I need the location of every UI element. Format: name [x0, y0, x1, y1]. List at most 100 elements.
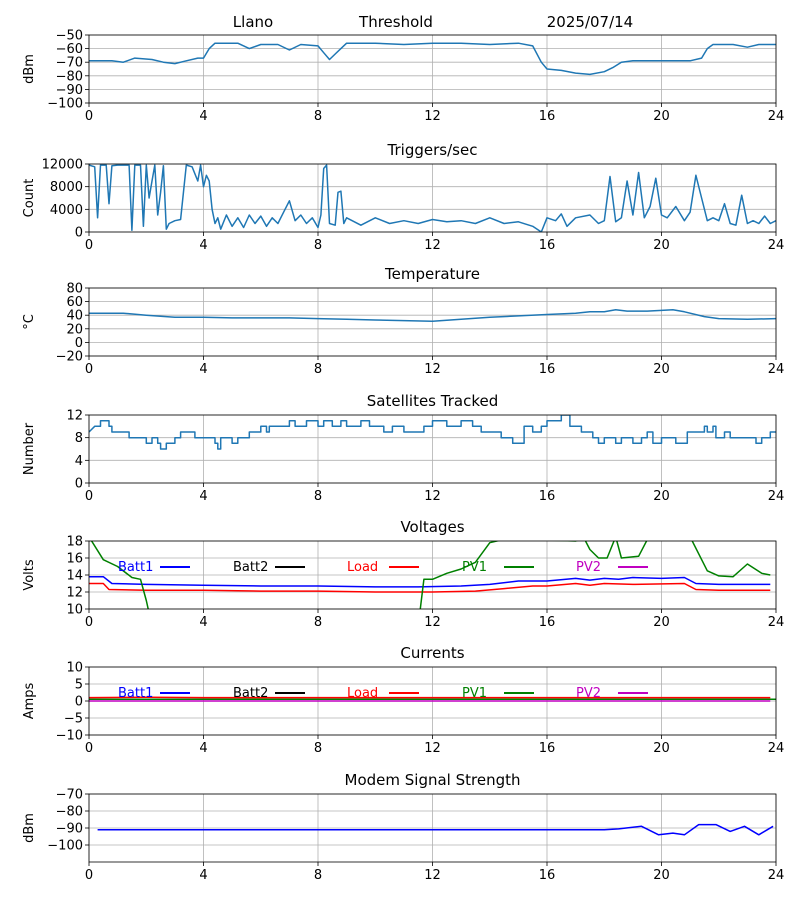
x-tick-label: 12 — [424, 868, 441, 883]
x-tick-label: 12 — [424, 615, 441, 630]
x-tick-label: 24 — [768, 238, 785, 253]
y-tick-label: 18 — [66, 535, 83, 550]
panel-title: Voltages — [400, 518, 464, 536]
y-tick-label: 4000 — [50, 203, 83, 218]
x-tick-label: 8 — [314, 238, 322, 253]
panel-title: Currents — [400, 644, 464, 662]
y-axis-label: Volts — [22, 559, 37, 591]
y-tick-label: 12 — [66, 409, 83, 424]
panel-2: 0 4 8 12 16 20 24 0 4000 8000 12000 Triggers/sec Cou… — [22, 141, 784, 253]
x-tick-label: 8 — [314, 362, 322, 377]
y-tick-label: −90 — [56, 822, 83, 837]
y-tick-label: 14 — [66, 569, 83, 584]
series-group — [89, 696, 776, 702]
panel-7: 0 4 8 12 16 20 24 −100 −90 −80 −70 Modem Signal Str… — [22, 771, 784, 883]
series-line-batt1 — [89, 575, 771, 588]
panel-1: 0 4 8 12 16 20 24 −100−90−80−70−60−50 dBm — [22, 29, 784, 125]
x-tick-label: 20 — [653, 109, 670, 124]
legend-label: Batt2 — [233, 686, 268, 701]
series-line — [89, 415, 776, 450]
x-tick-label: 16 — [539, 741, 556, 756]
x-tick-label: 4 — [199, 362, 207, 377]
series-group — [89, 164, 776, 232]
y-tick-label: 5 — [75, 678, 83, 693]
y-tick-label: −70 — [56, 56, 83, 71]
legend-label: PV2 — [576, 686, 601, 701]
y-tick-label: 60 — [66, 295, 83, 310]
x-tick-label: 4 — [199, 238, 207, 253]
series-line — [89, 309, 776, 323]
x-tick-label: 8 — [314, 868, 322, 883]
x-tick-label: 4 — [199, 615, 207, 630]
y-axis-label: °C — [22, 314, 37, 330]
y-tick-label: −90 — [56, 83, 83, 98]
y-tick-label: −80 — [56, 69, 83, 84]
y-axis-label: dBm — [22, 54, 37, 84]
x-tick-label: 8 — [314, 109, 322, 124]
x-tick-label: 24 — [768, 868, 785, 883]
panel-title: Modem Signal Strength — [345, 771, 521, 789]
series-line-load — [89, 582, 771, 593]
panel-title: Temperature — [384, 265, 480, 283]
x-tick-label: 24 — [768, 741, 785, 756]
legend-label: Batt1 — [118, 686, 153, 701]
x-tick-label: 0 — [85, 109, 93, 124]
x-tick-label: 12 — [424, 109, 441, 124]
x-tick-label: 12 — [424, 362, 441, 377]
panel-5: 0 4 8 12 16 20 24 10 12 14 16 18 Voltages Volts Batt1 B… — [22, 518, 784, 630]
x-tick-label: 12 — [424, 489, 441, 504]
legend-label: Load — [347, 560, 378, 575]
y-tick-label: −20 — [56, 350, 83, 365]
y-tick-label: −5 — [64, 712, 83, 727]
y-tick-label: 4 — [75, 454, 83, 469]
x-tick-label: 4 — [199, 741, 207, 756]
y-axis-label: Amps — [22, 682, 37, 719]
y-tick-label: 40 — [66, 309, 83, 324]
x-tick-label: 16 — [539, 109, 556, 124]
series-line — [89, 42, 776, 76]
x-tick-label: 20 — [653, 238, 670, 253]
header-date: 2025/07/14 — [547, 13, 633, 31]
legend-label: PV1 — [462, 560, 487, 575]
y-axis-label: Count — [22, 179, 37, 218]
y-axis-label: Number — [22, 422, 37, 475]
x-tick-label: 8 — [314, 489, 322, 504]
y-tick-label: −70 — [56, 788, 83, 803]
x-tick-label: 24 — [768, 362, 785, 377]
x-tick-label: 4 — [199, 489, 207, 504]
x-tick-label: 24 — [768, 109, 785, 124]
x-tick-label: 20 — [653, 741, 670, 756]
x-tick-label: 16 — [539, 362, 556, 377]
legend-label: PV2 — [576, 560, 601, 575]
series-group — [97, 823, 774, 836]
y-tick-label: −50 — [56, 29, 83, 44]
y-tick-label: −80 — [56, 805, 83, 820]
x-tick-label: 0 — [85, 362, 93, 377]
x-tick-label: 20 — [653, 615, 670, 630]
series-line — [97, 823, 774, 836]
y-tick-label: 20 — [66, 322, 83, 337]
header-mode: Threshold — [358, 13, 433, 31]
y-tick-label: 0 — [75, 336, 83, 351]
panel-title: Satellites Tracked — [367, 392, 498, 410]
x-tick-label: 24 — [768, 615, 785, 630]
x-tick-label: 20 — [653, 489, 670, 504]
y-tick-label: 80 — [66, 282, 83, 297]
x-tick-label: 20 — [653, 868, 670, 883]
panel-title: Triggers/sec — [387, 141, 478, 159]
y-tick-label: 12 — [66, 586, 83, 601]
x-tick-label: 16 — [539, 615, 556, 630]
panel-4: 0 4 8 12 16 20 24 0 4 8 12 Satellites Tracked Number — [22, 392, 784, 504]
x-tick-label: 16 — [539, 489, 556, 504]
y-tick-label: −60 — [56, 42, 83, 57]
header-station: Llano — [233, 13, 273, 31]
x-tick-label: 0 — [85, 615, 93, 630]
legend-label: Batt2 — [233, 560, 268, 575]
x-tick-label: 20 — [653, 362, 670, 377]
y-tick-label: −10 — [56, 729, 83, 744]
x-tick-label: 4 — [199, 109, 207, 124]
x-tick-label: 16 — [539, 238, 556, 253]
